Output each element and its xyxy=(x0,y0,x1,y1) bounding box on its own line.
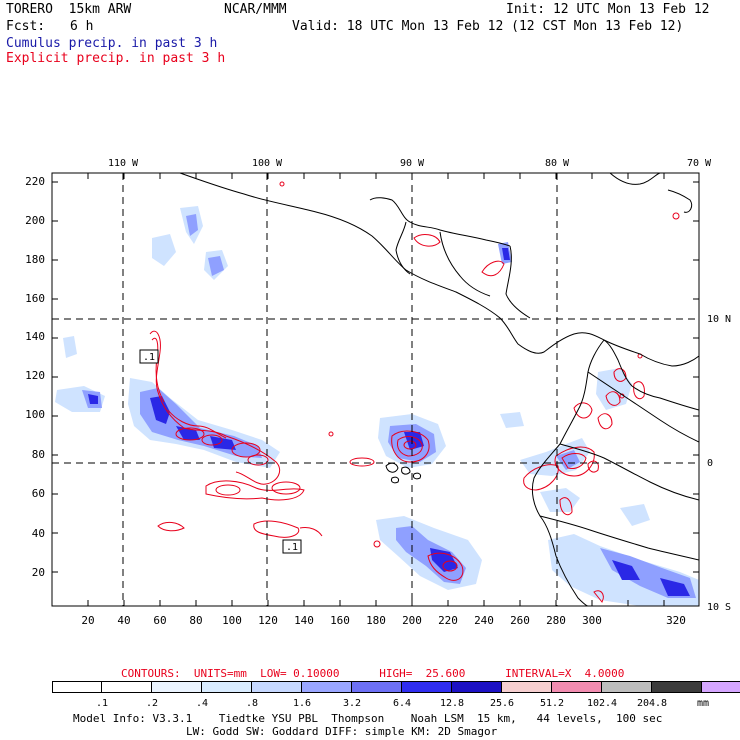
x-tick-label: 240 xyxy=(474,614,494,627)
lon-label: 70 W xyxy=(687,158,712,169)
colorbar-swatch xyxy=(651,681,702,693)
contours-info: CONTOURS: UNITS=mm LOW= 0.10000 HIGH= 25… xyxy=(121,667,625,680)
colorbar-label: 3.2 xyxy=(342,698,362,709)
x-tick-label: 320 xyxy=(666,614,686,627)
colorbar-swatch xyxy=(52,681,102,693)
colorbar-label: 102.4 xyxy=(586,698,618,709)
model-title: TORERO 15km ARW xyxy=(6,2,132,17)
y-tick-labels: 20 40 60 80 100 120 140 160 180 200 220 xyxy=(25,175,45,579)
colorbar-label: 25.6 xyxy=(489,698,515,709)
valid-time: Valid: 18 UTC Mon 13 Feb 12 (12 CST Mon … xyxy=(292,19,684,34)
y-tick-label: 100 xyxy=(25,408,45,421)
x-tick-label: 80 xyxy=(189,614,202,627)
x-tick-label: 220 xyxy=(438,614,458,627)
colorbar-swatch xyxy=(701,681,740,693)
x-tick-label: 20 xyxy=(81,614,94,627)
x-tick-label: 60 xyxy=(153,614,166,627)
longitude-labels: 110 W 100 W 90 W 80 W 70 W xyxy=(108,158,712,169)
colorbar-label: 204.8 xyxy=(636,698,668,709)
colorbar-swatch xyxy=(551,681,602,693)
organization-label: NCAR/MMM xyxy=(224,2,287,17)
colorbar-swatch xyxy=(301,681,352,693)
colorbar-label: .1 xyxy=(95,698,109,709)
colorbar-label: 1.6 xyxy=(292,698,312,709)
svg-text:.1: .1 xyxy=(286,542,298,553)
lat-lon-grid xyxy=(52,173,699,606)
coastlines xyxy=(179,173,699,606)
y-tick-label: 60 xyxy=(32,487,45,500)
colorbar-label: 51.2 xyxy=(539,698,565,709)
lon-label: 110 W xyxy=(108,158,139,169)
x-tick-label: 140 xyxy=(294,614,314,627)
colorbar-label: .2 xyxy=(145,698,159,709)
y-tick-label: 20 xyxy=(32,566,45,579)
x-tick-label: 260 xyxy=(510,614,530,627)
x-tick-label: 180 xyxy=(366,614,386,627)
x-tick-label: 120 xyxy=(258,614,278,627)
contour-label-1: .1 xyxy=(139,349,159,364)
model-info: Model Info: V3.3.1 Tiedtke YSU PBL Thomp… xyxy=(73,712,663,725)
x-tick-label: 40 xyxy=(117,614,130,627)
colorbar-label: .8 xyxy=(245,698,259,709)
lat-label: 10 S xyxy=(707,602,731,613)
y-axis-ticks xyxy=(52,181,699,573)
lon-label: 90 W xyxy=(400,158,425,169)
x-tick-labels: 20 40 60 80 100 120 140 160 180 200 220 … xyxy=(81,614,686,627)
colorbar-swatch xyxy=(401,681,452,693)
forecast-label: Fcst: xyxy=(6,19,46,34)
colorbar-swatch xyxy=(251,681,302,693)
colorbar-units: mm xyxy=(697,698,710,709)
y-tick-label: 140 xyxy=(25,330,45,343)
lat-label: 10 N xyxy=(707,314,731,325)
forecast-hour: 6 h xyxy=(70,19,94,34)
colorbar-swatch xyxy=(501,681,552,693)
colorbar-swatch xyxy=(151,681,202,693)
init-time: Init: 12 UTC Mon 13 Feb 12 xyxy=(506,2,710,17)
x-tick-label: 200 xyxy=(402,614,422,627)
y-tick-label: 120 xyxy=(25,369,45,382)
heavy-precip-shading xyxy=(88,248,690,596)
y-tick-label: 160 xyxy=(25,292,45,305)
x-axis-ticks xyxy=(87,173,665,606)
y-tick-label: 80 xyxy=(32,448,45,461)
y-tick-label: 40 xyxy=(32,527,45,540)
x-tick-label: 160 xyxy=(330,614,350,627)
explicit-precip-label: Explicit precip. in past 3 h xyxy=(6,51,226,66)
colorbar-swatch xyxy=(351,681,402,693)
contour-label-2: .1 xyxy=(282,539,302,554)
physics-info: LW: Godd SW: Goddard DIFF: simple KM: 2D… xyxy=(186,725,498,738)
x-tick-label: 300 xyxy=(582,614,602,627)
cumulus-precip-label: Cumulus precip. in past 3 h xyxy=(6,36,218,51)
colorbar-swatch xyxy=(201,681,252,693)
x-tick-label: 100 xyxy=(222,614,242,627)
colorbar-swatch xyxy=(451,681,502,693)
colorbar-label: 12.8 xyxy=(439,698,465,709)
explicit-precip-contours xyxy=(149,181,680,603)
lat-label: 0 xyxy=(707,458,713,469)
lon-label: 80 W xyxy=(545,158,570,169)
lon-label: 100 W xyxy=(252,158,283,169)
svg-text:.1: .1 xyxy=(143,352,155,363)
precipitation-field xyxy=(55,173,699,606)
colorbar-label: .4 xyxy=(195,698,209,709)
y-tick-label: 200 xyxy=(25,214,45,227)
latitude-labels: 10 N 0 10 S xyxy=(707,314,731,613)
colorbar-label: 6.4 xyxy=(392,698,412,709)
y-tick-label: 180 xyxy=(25,253,45,266)
x-tick-label: 280 xyxy=(546,614,566,627)
colorbar-swatch xyxy=(101,681,152,693)
colorbar-swatch xyxy=(601,681,652,693)
y-tick-label: 220 xyxy=(25,175,45,188)
